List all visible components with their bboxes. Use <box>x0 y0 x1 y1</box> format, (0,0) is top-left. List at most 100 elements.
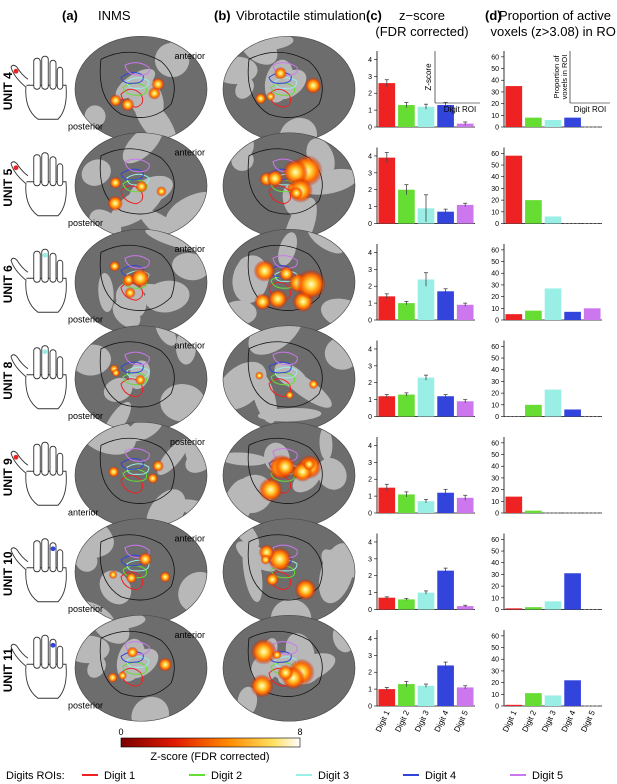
activation-blob <box>260 554 271 565</box>
palm-outline <box>25 181 67 217</box>
gyrus-patch <box>131 696 170 722</box>
y-tick-label: 4 <box>368 443 372 450</box>
bar-chart-c: 0 1 2 3 4 <box>368 630 475 711</box>
finger-outline <box>41 634 49 669</box>
unit-label: UNIT 9 <box>1 458 15 496</box>
bar <box>456 304 474 320</box>
colorbar: 0 8 Z-score (FDR corrected) <box>118 727 302 763</box>
panel-d-title-1: Proportion of active <box>499 8 611 23</box>
orientation-bottom-label: anterior <box>68 508 99 518</box>
bar <box>505 608 523 610</box>
unit-label: UNIT 8 <box>1 361 15 399</box>
stimulation-site-marker <box>13 454 19 460</box>
y-tick-label: 60 <box>491 54 499 61</box>
y-tick-label: 4 <box>368 539 372 546</box>
digit-roi-outline <box>272 255 298 269</box>
roi-boundary <box>99 148 175 215</box>
roi-boundary <box>99 630 175 697</box>
digit-roi-outline <box>120 378 144 398</box>
bar <box>398 684 415 706</box>
bar <box>544 389 562 417</box>
finger-outline <box>56 549 64 573</box>
legend-item-label: Digit 2 <box>211 770 242 782</box>
digit-roi-outline <box>124 158 150 173</box>
y-tick-label: 1 <box>368 397 372 404</box>
activation-blob <box>130 268 150 288</box>
bar <box>417 685 435 706</box>
bar <box>398 494 415 513</box>
y-tick-label: 3 <box>368 267 372 274</box>
activation-blob <box>121 98 135 112</box>
bar <box>378 157 396 224</box>
gyrus-patch <box>102 401 132 432</box>
finger-outline <box>33 540 41 573</box>
y-tick-label: 10 <box>491 306 499 313</box>
cortex-flatmap <box>222 421 356 529</box>
inset-axes: Z-score Digit ROI Proportion of voxels in R… <box>424 51 610 114</box>
gyrus-patch <box>81 159 111 186</box>
y-tick-label: 50 <box>491 259 499 266</box>
finger-outline <box>49 252 57 283</box>
bar <box>525 404 542 417</box>
y-tick-label: 10 <box>491 402 499 409</box>
activation-blob <box>254 92 267 105</box>
panel-b-letter: (b) <box>214 8 231 23</box>
bar <box>437 396 454 417</box>
orientation-bottom-label: posterior <box>68 315 103 325</box>
panel-d-title-2: voxels (z>3.08) in ROI <box>491 24 617 39</box>
y-tick-label: 3 <box>368 74 372 81</box>
activation-blob <box>107 195 124 212</box>
gyrus-patch <box>185 446 207 473</box>
finger-outline <box>56 452 64 476</box>
finger-outline <box>41 538 49 573</box>
activation-blob <box>272 650 282 660</box>
hand-icon <box>10 248 67 313</box>
palm-outline <box>25 277 67 313</box>
category-label: Digit 5 <box>452 709 470 734</box>
bar-chart-c: 0 1 2 3 4 <box>368 244 475 325</box>
y-tick-label: 4 <box>368 250 372 257</box>
bar <box>505 496 523 513</box>
y-tick-label: 0 <box>368 511 372 518</box>
inset-c-xlabel: Digit ROI <box>444 105 476 114</box>
panel-c-letter: (c) <box>366 8 382 23</box>
unit-label: UNIT 6 <box>1 265 15 303</box>
gyrus-patch <box>317 458 347 490</box>
orientation-top-label: posterior <box>170 437 205 447</box>
bar <box>525 200 542 224</box>
y-tick-label: 60 <box>491 247 499 254</box>
bar <box>505 86 523 127</box>
inset-d-ylabel-2: voxels in ROI <box>560 55 569 100</box>
flatmap-clip <box>223 518 355 625</box>
digit-roi-outline <box>124 351 150 366</box>
flatmap-clip <box>223 229 355 336</box>
digit-roi-outline <box>274 366 298 379</box>
activation-blob <box>107 466 120 478</box>
hand-icon <box>10 441 67 506</box>
panel-c-title-1: z−score <box>399 8 445 23</box>
activation-blob <box>265 572 280 587</box>
digit-roi-outline <box>126 366 150 379</box>
bar <box>378 689 396 706</box>
y-tick-label: 60 <box>491 344 499 351</box>
y-tick-label: 50 <box>491 549 499 556</box>
cortex-flatmap <box>222 325 356 433</box>
activation-blob <box>304 77 322 94</box>
cortex-flatmap <box>74 35 208 143</box>
bar <box>398 394 415 417</box>
bar <box>417 106 435 127</box>
bar <box>378 396 396 417</box>
bar <box>417 279 435 320</box>
gyrus-patch <box>172 253 207 281</box>
y-tick-label: 30 <box>491 379 499 386</box>
inset-d-xlabel: Digit ROI <box>574 105 606 114</box>
bar-chart-d: 0 10 20 30 40 50 60 <box>491 147 602 228</box>
y-tick-label: 1 <box>368 108 372 115</box>
bar <box>544 695 562 706</box>
y-tick-label: 1 <box>368 204 372 211</box>
activation-blob <box>250 674 274 698</box>
cortex-flatmap <box>74 614 208 722</box>
thumb-outline <box>10 354 29 378</box>
finger-outline <box>33 154 41 187</box>
